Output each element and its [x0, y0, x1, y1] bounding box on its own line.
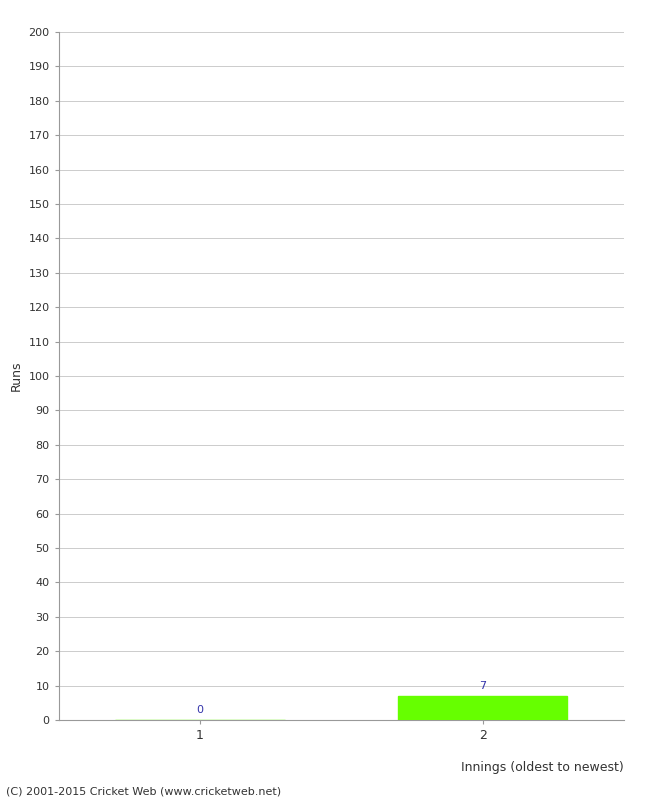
Bar: [398, 696, 567, 720]
Text: 7: 7: [479, 681, 486, 690]
Text: (C) 2001-2015 Cricket Web (www.cricketweb.net): (C) 2001-2015 Cricket Web (www.cricketwe…: [6, 786, 281, 796]
Y-axis label: Runs: Runs: [10, 361, 23, 391]
X-axis label: Innings (oldest to newest): Innings (oldest to newest): [462, 762, 624, 774]
Text: 0: 0: [196, 705, 203, 715]
